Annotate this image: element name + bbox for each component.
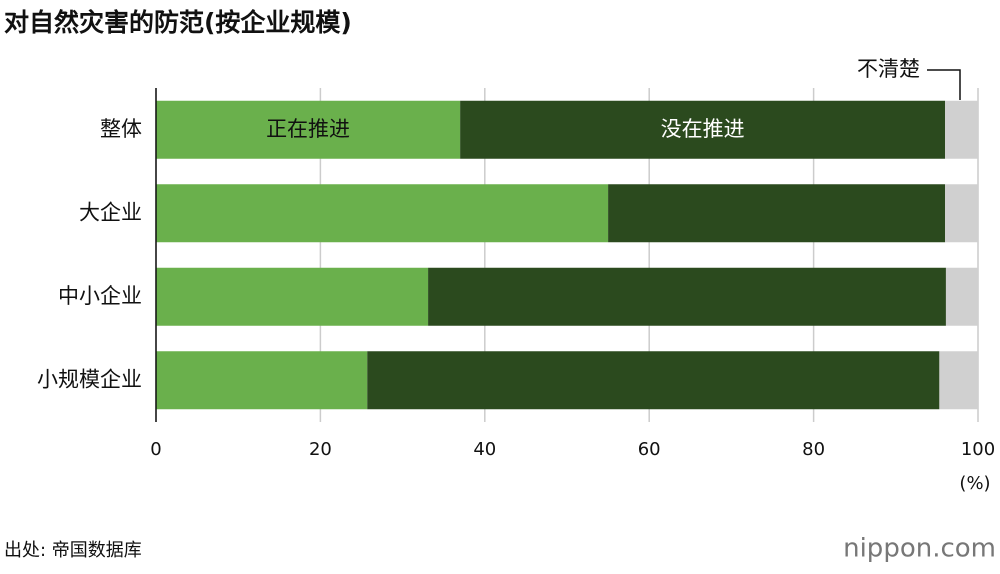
- x-tick-label: 40: [473, 439, 496, 460]
- y-tick-label: 中小企业: [58, 284, 142, 308]
- x-tick-label: 100: [961, 439, 995, 460]
- x-axis-label: (%): [959, 473, 990, 494]
- x-tick-label: 0: [150, 439, 161, 460]
- logo: nippon.com: [843, 534, 996, 564]
- x-tick-label: 60: [638, 439, 661, 460]
- bars: [156, 100, 978, 410]
- bar-segment: [428, 267, 946, 326]
- x-tick-label: 20: [309, 439, 332, 460]
- x-tick-label: 80: [802, 439, 825, 460]
- source: 出处: 帝国数据库: [4, 540, 142, 561]
- chart-title: 对自然灾害的防范(按企业规模): [4, 8, 352, 37]
- series-label: 没在推进: [661, 117, 745, 141]
- bar-segment: [156, 267, 429, 326]
- bar-segment: [608, 184, 946, 243]
- series-label: 不清楚: [857, 57, 920, 81]
- bar-segment: [367, 351, 940, 410]
- bar-segment: [460, 100, 946, 159]
- y-tick-label: 大企业: [79, 200, 142, 224]
- bar-segment: [945, 184, 978, 243]
- series-label: 正在推进: [266, 117, 350, 141]
- leader-line: [927, 69, 961, 100]
- bar-segment: [156, 184, 609, 243]
- bar-segment: [945, 267, 978, 326]
- bar-segment: [156, 100, 461, 159]
- bar-segment: [939, 351, 978, 410]
- bar-segment: [945, 100, 978, 159]
- y-tick-label: 整体: [100, 117, 142, 141]
- bar-segment: [156, 351, 368, 410]
- y-tick-label: 小规模企业: [37, 367, 142, 391]
